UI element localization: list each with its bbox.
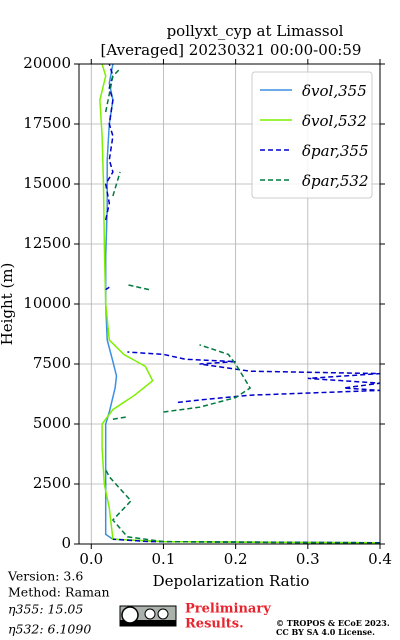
y-tick-label: 0 [61, 534, 71, 552]
preliminary: Preliminary [185, 602, 271, 617]
version: Version: 3.6 [7, 569, 83, 584]
profile-line [99, 64, 380, 544]
legend-label: δvol,532 [302, 112, 367, 130]
copyright: © TROPOS & ECoE 2023. [276, 618, 390, 628]
x-tick-label: 0.4 [368, 550, 392, 568]
cc-logo [119, 605, 177, 627]
legend-label: δpar,532 [302, 172, 369, 190]
y-tick-label: 5000 [33, 414, 71, 432]
y-tick-label: 7500 [33, 354, 71, 372]
y-tick-label: 10000 [23, 294, 71, 312]
chart-title: pollyxt_cyp at Limassol [167, 22, 344, 40]
plot-frame [78, 63, 381, 545]
preliminary: Results. [185, 617, 244, 632]
legend-label: δvol,355 [302, 82, 367, 100]
legend-box [251, 71, 373, 199]
x-tick-label: 0.2 [224, 550, 248, 568]
copyright: CC BY SA 4.0 License. [276, 627, 375, 637]
y-axis-label: Height (m) [0, 263, 16, 346]
y-tick-label: 17500 [23, 114, 71, 132]
y-tick-label: 15000 [23, 174, 71, 192]
y-tick-label: 12500 [23, 234, 71, 252]
chart-subtitle: [Averaged] 20230321 00:00-00:59 [101, 41, 362, 59]
eta532: η532: 6.1090 [8, 622, 91, 637]
y-tick-label: 20000 [23, 54, 71, 72]
legend-label: δpar,355 [302, 142, 369, 160]
x-tick-label: 0.3 [296, 550, 320, 568]
eta355: η355: 15.05 [8, 602, 83, 617]
method: Method: Raman [8, 585, 110, 600]
x-tick-label: 0.0 [79, 550, 103, 568]
y-tick-label: 2500 [33, 474, 71, 492]
plot-area: 0.0 0.1 0.2 0.3 0.4 0 2500 5000 7500 10000 12500 15… [23, 54, 392, 568]
lines [99, 64, 380, 544]
x-axis-label: Depolarization Ratio [153, 572, 310, 590]
x-tick-label: 0.1 [152, 550, 176, 568]
profile-line [104, 68, 380, 544]
